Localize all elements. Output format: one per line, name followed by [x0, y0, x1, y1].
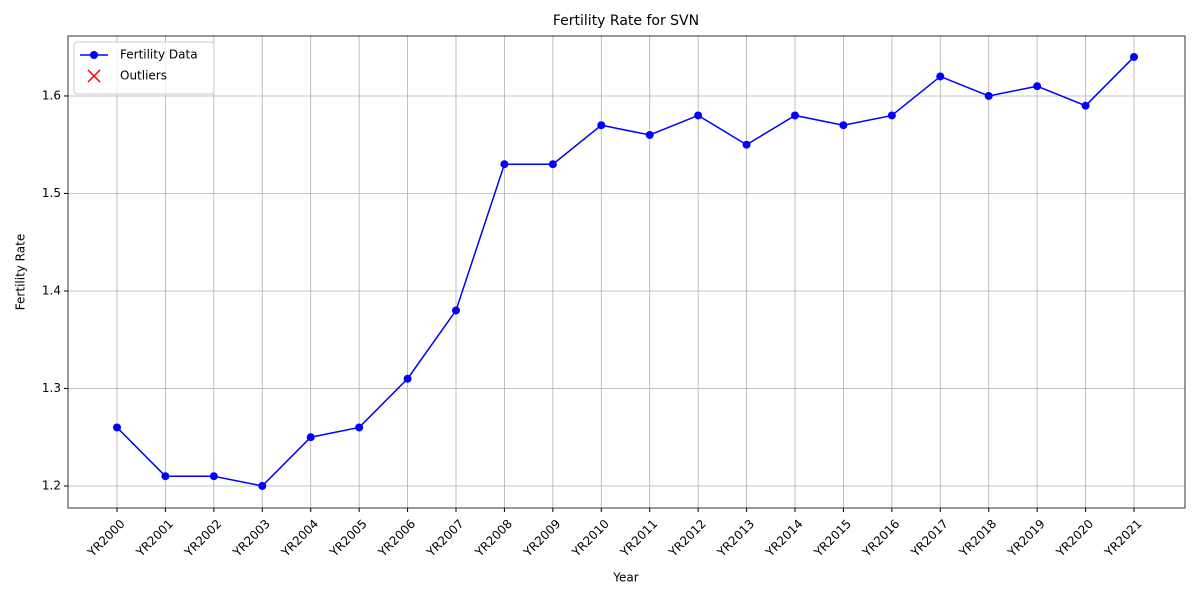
y-axis-label: Fertility Rate [14, 234, 28, 310]
point [306, 433, 315, 442]
y-tick-label: 1.5 [42, 186, 61, 200]
point [1081, 101, 1090, 110]
legend-label: Outliers [120, 69, 167, 83]
point [936, 72, 945, 81]
legend-box [73, 41, 215, 95]
legend-marker [87, 69, 101, 83]
point [645, 130, 654, 139]
point [839, 121, 848, 130]
y-tick-label: 1.3 [42, 381, 61, 395]
y-tick-label: 1.6 [42, 88, 61, 102]
point [500, 160, 509, 169]
point [1130, 52, 1138, 61]
point [887, 111, 896, 120]
point [548, 160, 557, 169]
legend-marker-stroke [87, 69, 101, 83]
plot-frame [67, 35, 1186, 509]
point [791, 111, 799, 120]
legend-label: Fertility Data [120, 48, 198, 62]
point [984, 91, 993, 100]
point [403, 374, 412, 383]
x-axis-label: Year [612, 571, 638, 585]
y-tick-label: 1.2 [42, 478, 61, 492]
point [452, 306, 460, 315]
point [694, 111, 703, 120]
point [258, 481, 267, 490]
legend-marker [90, 51, 98, 59]
point [161, 472, 170, 481]
point [742, 140, 751, 149]
point [597, 121, 606, 130]
chart-title: Fertility Rate for SVN [553, 13, 699, 29]
y-tick-label: 1.4 [42, 283, 61, 297]
point [209, 472, 218, 481]
point [113, 423, 121, 432]
point [355, 423, 364, 432]
series-line [116, 56, 1135, 487]
point [1033, 82, 1042, 91]
